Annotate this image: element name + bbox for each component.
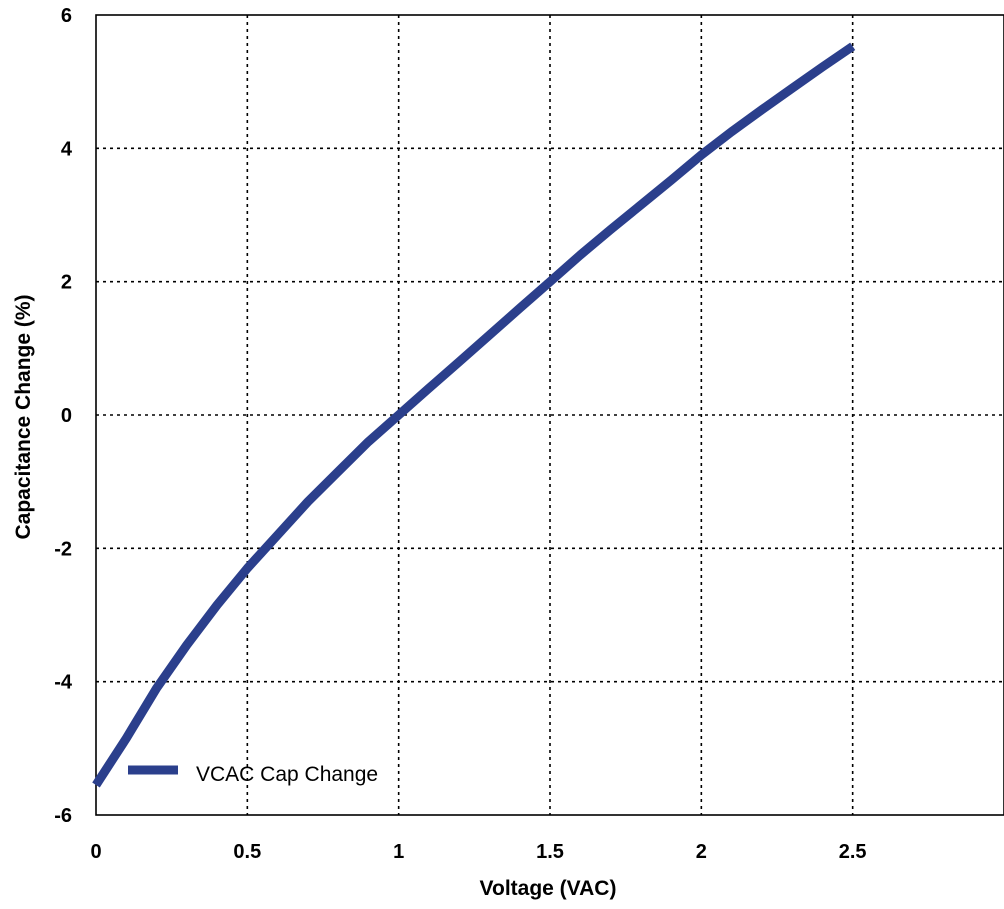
series-line (92, 42, 856, 788)
y-tick-label: 0 (61, 405, 72, 427)
legend: VCAC Cap Change (128, 763, 378, 786)
legend-label: VCAC Cap Change (196, 763, 378, 786)
y-tick-label: -4 (54, 672, 73, 694)
x-axis-title: Voltage (VAC) (480, 877, 617, 900)
y-tick-label: 4 (61, 138, 73, 160)
y-tick-label: 6 (61, 5, 72, 27)
y-tick-label: 2 (61, 272, 72, 294)
x-tick-label: 2.5 (839, 841, 867, 863)
x-tick-label: 1 (393, 841, 404, 863)
y-tick-label: -2 (54, 538, 72, 560)
y-tick-label: -6 (54, 805, 72, 827)
x-tick-label: 1.5 (536, 841, 564, 863)
series (92, 42, 856, 788)
x-tick-label: 0.5 (233, 841, 261, 863)
plot-frame (95, 14, 1004, 816)
grid (96, 15, 1004, 815)
tick-labels: 0 0.5 1 1.5 2 2.5 -6 -4 -2 0 2 4 6 (54, 5, 866, 863)
x-tick-label: 2 (696, 841, 707, 863)
y-axis-title: Capacitance Change (%) (12, 294, 35, 539)
x-tick-label: 0 (90, 841, 101, 863)
